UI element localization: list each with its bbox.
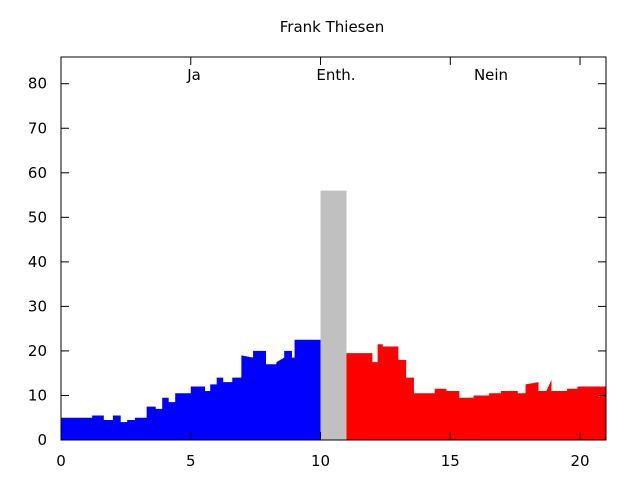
plot-frame xyxy=(60,56,607,441)
y-tick-label: 50 xyxy=(28,208,47,226)
chart-title: Frank Thiesen xyxy=(280,18,384,36)
area xyxy=(320,190,347,440)
y-tick-label: 10 xyxy=(28,386,47,404)
area xyxy=(346,344,606,440)
x-tick-label: 0 xyxy=(56,452,66,470)
y-tick-label: 30 xyxy=(28,297,47,315)
x-tick-label: 15 xyxy=(441,452,460,470)
y-tick-label: 60 xyxy=(28,164,47,182)
y-tick-label: 70 xyxy=(28,119,47,137)
annotation: Ja xyxy=(186,66,201,84)
annotation: Nein xyxy=(474,66,508,84)
y-tick-label: 0 xyxy=(37,431,47,449)
y-tick-label: 40 xyxy=(28,253,47,271)
x-tick-label: 5 xyxy=(186,452,196,470)
x-tick-label: 10 xyxy=(311,452,330,470)
y-tick-label: 80 xyxy=(28,75,47,93)
annotation: Enth. xyxy=(316,66,355,84)
area xyxy=(61,339,321,440)
x-tick-label: 20 xyxy=(571,452,590,470)
y-tick-label: 20 xyxy=(28,342,47,360)
